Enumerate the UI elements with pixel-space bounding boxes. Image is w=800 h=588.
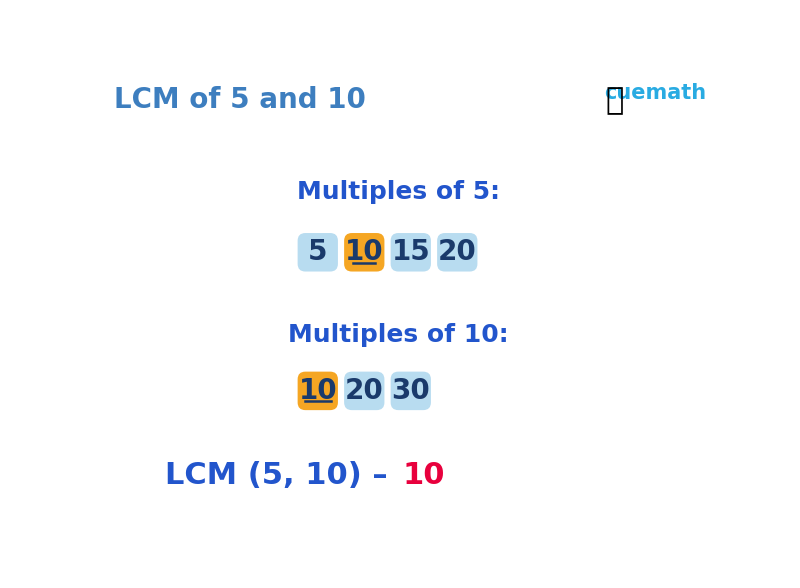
Text: 30: 30 (391, 377, 430, 405)
FancyBboxPatch shape (390, 233, 431, 272)
Text: LCM (5, 10) –: LCM (5, 10) – (165, 461, 398, 490)
Text: 20: 20 (438, 238, 477, 266)
Text: 🚀: 🚀 (606, 86, 623, 115)
Text: 5: 5 (308, 238, 327, 266)
Text: 10: 10 (402, 461, 445, 490)
Text: 20: 20 (345, 377, 384, 405)
Text: 15: 15 (391, 238, 430, 266)
FancyBboxPatch shape (298, 233, 338, 272)
Text: LCM of 5 and 10: LCM of 5 and 10 (114, 86, 366, 114)
Text: 10: 10 (345, 238, 383, 266)
FancyBboxPatch shape (344, 372, 385, 410)
FancyBboxPatch shape (390, 372, 431, 410)
FancyBboxPatch shape (344, 233, 385, 272)
Text: 10: 10 (298, 377, 337, 405)
Text: Multiples of 5:: Multiples of 5: (297, 180, 500, 204)
FancyBboxPatch shape (298, 372, 338, 410)
FancyBboxPatch shape (437, 233, 478, 272)
Text: Multiples of 10:: Multiples of 10: (288, 323, 509, 347)
Text: cuemath: cuemath (604, 83, 706, 103)
